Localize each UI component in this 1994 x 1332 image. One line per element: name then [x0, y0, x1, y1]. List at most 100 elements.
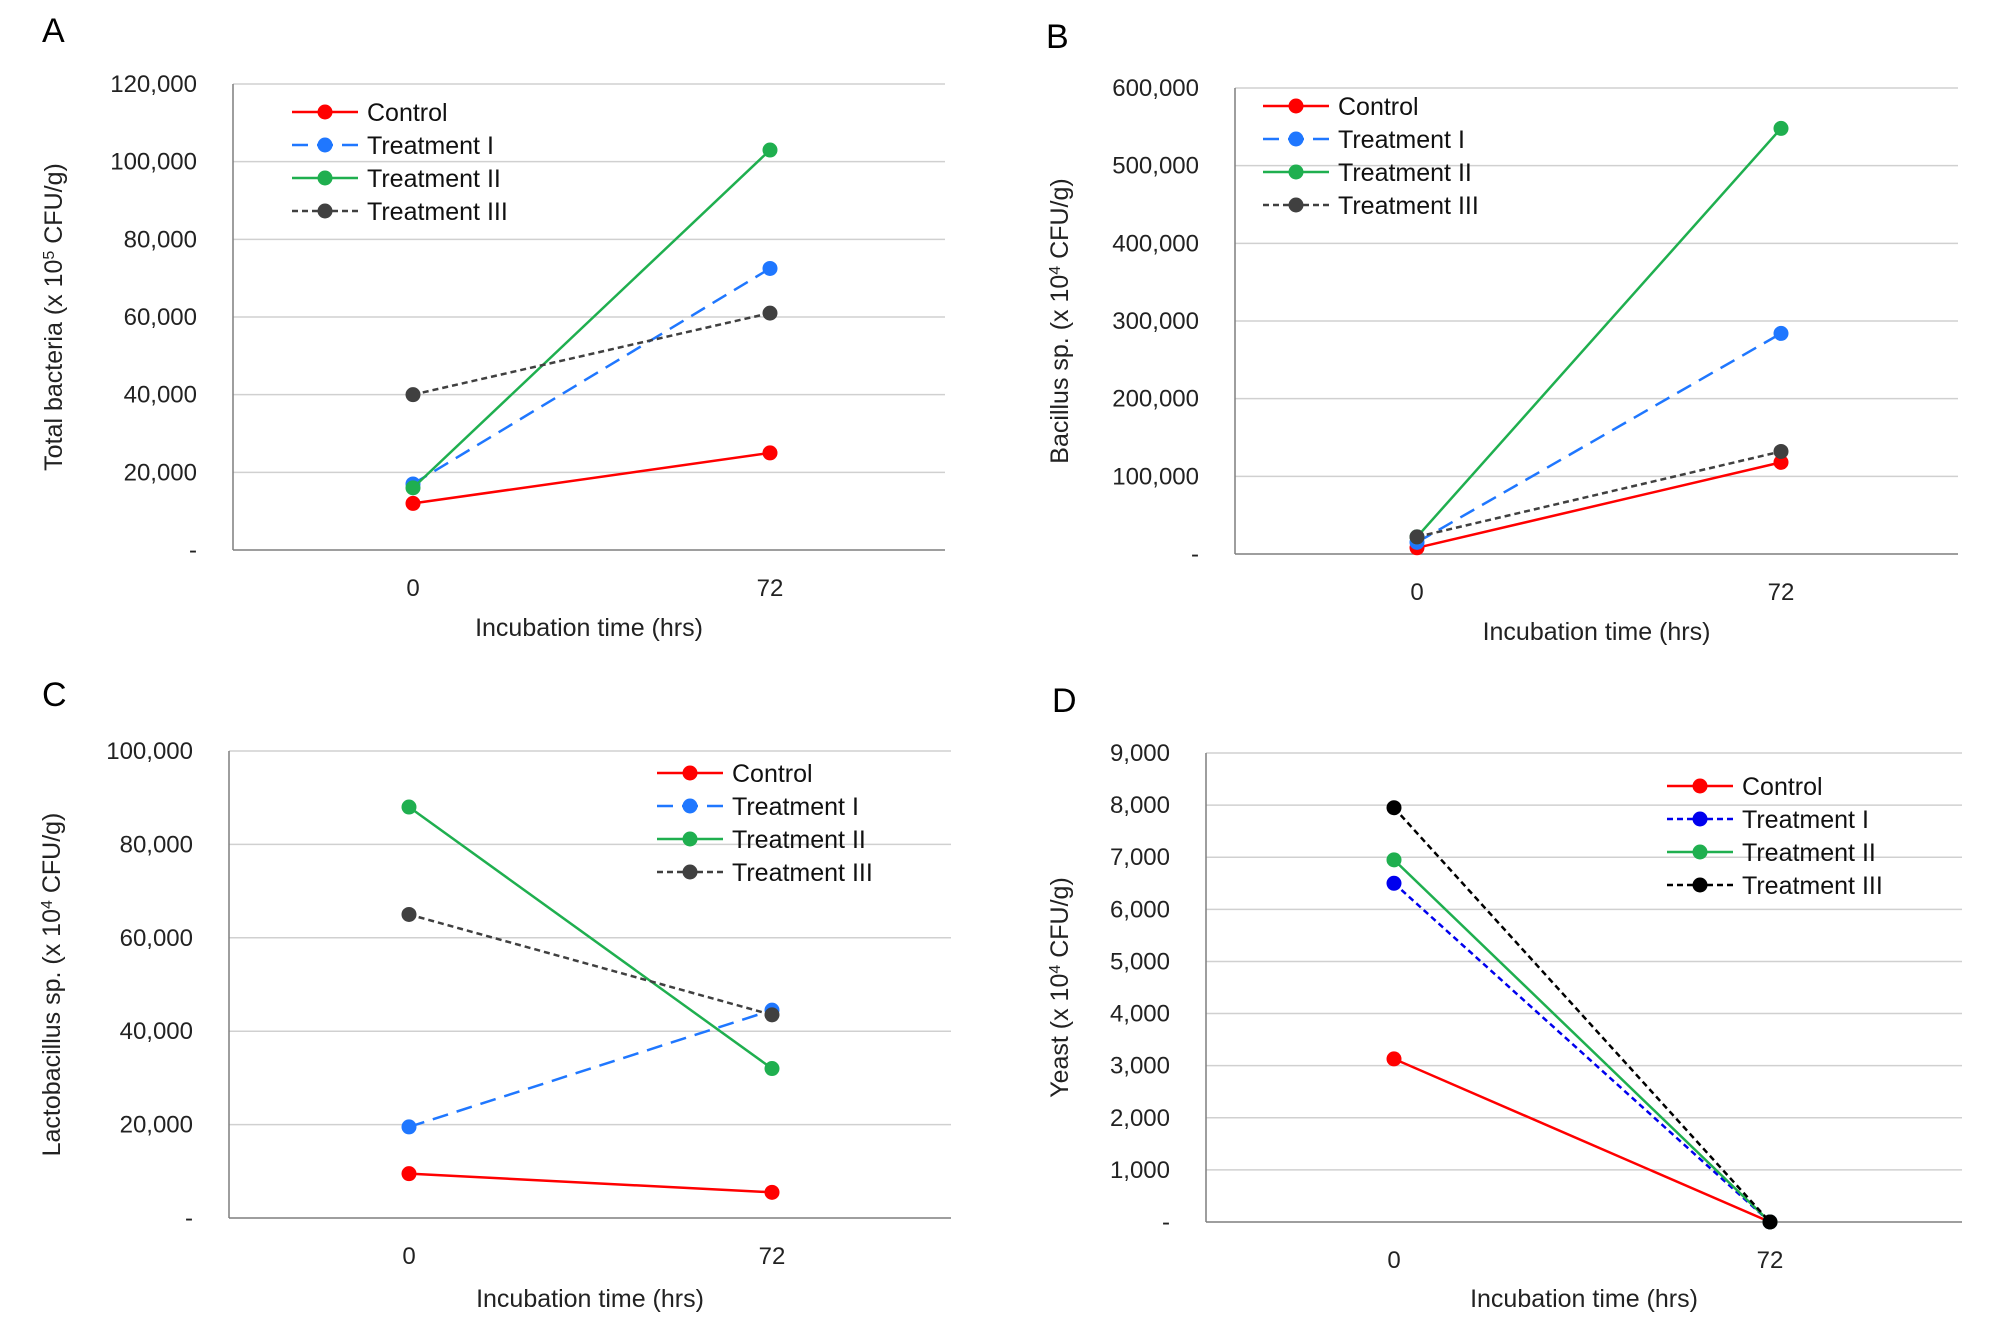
series-control	[1386, 1051, 1778, 1230]
series-line	[1393, 882, 1771, 1223]
data-point	[764, 1007, 780, 1023]
data-point	[1386, 875, 1402, 891]
legend-marker	[1288, 98, 1304, 114]
legend-label: Treatment I	[367, 132, 494, 160]
legend-marker	[317, 104, 333, 120]
y-tick-label: 600,000	[1112, 75, 1199, 102]
data-point	[1773, 454, 1789, 470]
series-control	[405, 445, 778, 511]
x-axis-label: Incubation time (hrs)	[475, 614, 703, 642]
y-axis-label-unit: CFU/g)	[1046, 877, 1074, 965]
y-axis-label-main: Yeast (x 10	[1046, 974, 1074, 1098]
data-point	[1386, 852, 1402, 868]
data-point	[1762, 1214, 1778, 1230]
y-tick-label: -	[185, 1205, 193, 1232]
x-axis-label: Incubation time (hrs)	[1470, 1285, 1698, 1313]
series-treatment-ii	[405, 142, 778, 496]
y-axis-label: Total bacteria (x 105 CFU/g)	[40, 163, 68, 471]
data-point	[1386, 800, 1402, 816]
y-tick-label: 8,000	[1110, 792, 1170, 819]
legend: Control Treatment I Treatment II Treatment …	[1263, 93, 1479, 220]
legend-label: Treatment III	[367, 198, 508, 226]
y-axis-label: Lactobacillus sp. (x 104 CFU/g)	[38, 813, 66, 1157]
legend-label: Treatment III	[732, 859, 873, 887]
legend-marker	[682, 864, 698, 880]
y-axis-label-unit: CFU/g)	[1046, 178, 1074, 266]
x-tick-label: 72	[757, 575, 784, 602]
legend: Control Treatment I Treatment II Treatment …	[1667, 773, 1883, 900]
y-tick-label: 2,000	[1110, 1105, 1170, 1132]
data-point	[401, 906, 417, 922]
y-tick-label: 6,000	[1110, 896, 1170, 923]
x-axis-label: Incubation time (hrs)	[476, 1285, 704, 1313]
y-tick-label: 20,000	[120, 1112, 193, 1139]
data-point	[405, 480, 421, 496]
legend-marker	[682, 798, 698, 814]
data-point	[762, 445, 778, 461]
panel-letter: D	[1052, 682, 1077, 720]
series-line	[1393, 806, 1771, 1223]
legend-marker	[1692, 844, 1708, 860]
x-tick-label: 72	[1768, 579, 1795, 606]
legend-marker	[1288, 131, 1304, 147]
data-point	[762, 260, 778, 276]
legend-label: Treatment II	[367, 165, 501, 193]
y-tick-label: 5,000	[1110, 948, 1170, 975]
y-axis-label-unit: CFU/g)	[38, 813, 66, 901]
legend-label: Treatment I	[1742, 806, 1869, 834]
data-point	[1386, 1051, 1402, 1067]
chart-panel-d: D - 1,000 2,000 3,000 4,000 5,000 6,000 7,000 8,0…	[1046, 682, 1962, 1313]
y-tick-label: 100,000	[110, 149, 197, 176]
data-point	[1773, 325, 1789, 341]
series-line	[1416, 332, 1782, 544]
y-axis-label-exponent: 4	[1047, 266, 1064, 275]
y-tick-label: 80,000	[120, 831, 193, 858]
legend-marker	[682, 831, 698, 847]
chart-panel-c: C - 20,000 40,000 60,000 80,000 100,000 0 72 Incu…	[38, 676, 951, 1313]
data-point	[401, 1166, 417, 1182]
data-point	[1773, 120, 1789, 136]
data-point	[401, 799, 417, 815]
y-tick-label: 40,000	[120, 1018, 193, 1045]
series-line	[1416, 450, 1782, 539]
series-treatment-iii	[1409, 443, 1789, 545]
legend: Control Treatment I Treatment II Treatment …	[292, 99, 508, 226]
y-axis-label-exponent: 4	[1047, 965, 1064, 974]
series-line	[408, 1008, 773, 1129]
data-point	[762, 305, 778, 321]
y-tick-label: -	[1162, 1209, 1170, 1236]
x-tick-label: 72	[1757, 1247, 1784, 1274]
y-tick-label: 60,000	[124, 304, 197, 331]
legend-label: Treatment III	[1338, 192, 1479, 220]
series-line	[412, 267, 771, 486]
data-point	[1773, 443, 1789, 459]
legend-marker	[1288, 164, 1304, 180]
legend-label: Treatment I	[1338, 126, 1465, 154]
panel-letter: B	[1046, 18, 1069, 56]
y-tick-label: 20,000	[124, 459, 197, 486]
legend-label: Control	[1338, 93, 1419, 121]
data-point	[1409, 529, 1425, 545]
y-tick-label: 100,000	[1112, 463, 1199, 490]
legend-label: Treatment III	[1742, 872, 1883, 900]
y-tick-label: 40,000	[124, 382, 197, 409]
y-axis-label-main: Bacillus sp. (x 10	[1046, 275, 1074, 464]
series-treatment-iii	[405, 305, 778, 403]
legend-marker	[1288, 197, 1304, 213]
series-line	[412, 311, 771, 396]
legend-marker	[317, 137, 333, 153]
legend-label: Treatment II	[732, 826, 866, 854]
y-axis-label-main: Total bacteria (x 10	[40, 260, 68, 471]
y-tick-label: 1,000	[1110, 1157, 1170, 1184]
data-point	[764, 1184, 780, 1200]
y-axis-label-exponent: 4	[39, 900, 56, 909]
series-line	[1416, 461, 1782, 550]
legend: Control Treatment I Treatment II Treatment …	[657, 760, 873, 887]
series-line	[408, 806, 773, 1070]
legend-marker	[1692, 778, 1708, 794]
chart-panel-a: A - 20,000 40,000 60,000 80,000 100,000 120,000…	[40, 12, 945, 642]
series-line	[1393, 858, 1771, 1223]
series-control	[1409, 454, 1789, 556]
legend-marker	[1692, 877, 1708, 893]
